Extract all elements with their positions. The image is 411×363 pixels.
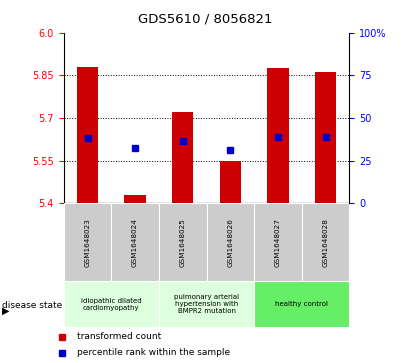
Bar <box>64 203 111 281</box>
Text: pulmonary arterial
hypertension with
BMPR2 mutation: pulmonary arterial hypertension with BMP… <box>174 294 239 314</box>
Bar <box>125 195 146 203</box>
Bar <box>302 203 349 281</box>
Bar <box>254 281 349 327</box>
Text: healthy control: healthy control <box>275 301 328 307</box>
Text: percentile rank within the sample: percentile rank within the sample <box>77 348 231 357</box>
Text: GSM1648023: GSM1648023 <box>85 218 90 267</box>
Text: transformed count: transformed count <box>77 333 162 341</box>
Bar <box>111 203 159 281</box>
Text: GSM1648028: GSM1648028 <box>323 218 328 267</box>
Bar <box>77 67 98 203</box>
Text: GSM1648025: GSM1648025 <box>180 218 186 267</box>
Bar <box>206 203 254 281</box>
Text: ▶: ▶ <box>2 306 9 316</box>
Bar <box>254 203 302 281</box>
Bar <box>159 203 206 281</box>
Bar <box>267 68 289 203</box>
Bar <box>64 281 159 327</box>
Bar <box>315 72 336 203</box>
Text: GSM1648024: GSM1648024 <box>132 218 138 267</box>
Bar <box>159 281 254 327</box>
Text: disease state: disease state <box>2 301 62 310</box>
Text: idiopathic dilated
cardiomyopathy: idiopathic dilated cardiomyopathy <box>81 298 142 310</box>
Bar <box>219 160 241 203</box>
Text: GSM1648026: GSM1648026 <box>227 218 233 267</box>
Text: GDS5610 / 8056821: GDS5610 / 8056821 <box>138 13 273 26</box>
Text: GSM1648027: GSM1648027 <box>275 218 281 267</box>
Bar <box>172 112 194 203</box>
